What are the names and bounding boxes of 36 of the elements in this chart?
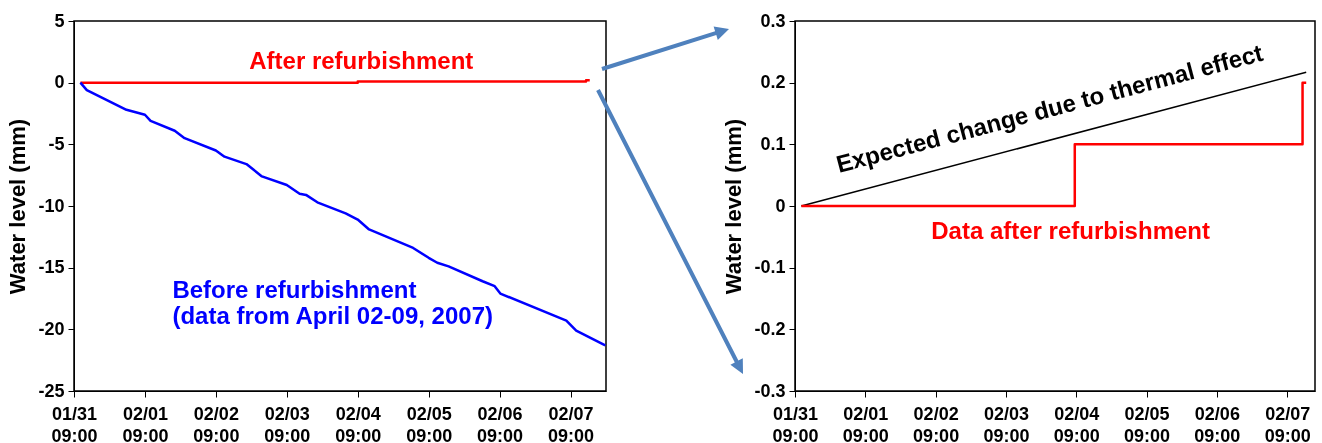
x-tick-label: 01/31 09:00 <box>51 403 98 443</box>
x-tick-label: 02/06 09:00 <box>1194 403 1241 443</box>
y-tick-label: 0 <box>775 195 786 216</box>
x-tick-label: 02/06 09:00 <box>477 403 524 443</box>
x-tick-label: 02/07 09:00 <box>548 403 595 443</box>
y-tick-label: -0.3 <box>754 380 786 401</box>
x-tick-label: 02/03 09:00 <box>264 403 311 443</box>
x-tick-label: 02/02 09:00 <box>193 403 240 443</box>
y-tick-label: 0.1 <box>760 133 786 154</box>
y-tick-label: -15 <box>38 257 65 278</box>
x-tick-label: 02/01 09:00 <box>122 403 169 443</box>
x-tick-label: 02/05 09:00 <box>1124 403 1171 443</box>
series-label: Data after refurbishment <box>931 216 1210 244</box>
y-tick-label: -10 <box>38 195 65 216</box>
series-label: Before refurbishment <box>172 276 417 304</box>
x-tick-label: 02/05 09:00 <box>406 403 453 443</box>
x-tick-label: 02/01 09:00 <box>842 403 889 443</box>
series-label: After refurbishment <box>249 46 474 74</box>
y-tick-label: -25 <box>38 380 65 401</box>
x-tick-label: 02/07 09:00 <box>1264 403 1311 443</box>
x-tick-label: 02/03 09:00 <box>983 403 1030 443</box>
y-tick-label: -5 <box>48 133 65 154</box>
y-tick-label: 0.2 <box>760 72 786 93</box>
y-tick-label: -0.1 <box>754 257 786 278</box>
y-tick-label: 0 <box>54 72 65 93</box>
x-tick-label: 02/04 09:00 <box>1053 403 1100 443</box>
x-tick-label: 02/04 09:00 <box>335 403 382 443</box>
y-tick-label: 5 <box>54 10 65 31</box>
x-tick-label: 02/02 09:00 <box>913 403 960 443</box>
annotation: (data from April 02-09, 2007) <box>172 302 493 329</box>
y-tick-label: -20 <box>38 318 65 339</box>
x-tick-label: 01/31 09:00 <box>772 403 819 443</box>
y-tick-label: -0.2 <box>754 318 786 339</box>
y-tick-label: 0.3 <box>760 10 786 31</box>
y-axis-title: Water level (mm) <box>721 118 747 295</box>
y-axis-title: Water level (mm) <box>5 118 31 295</box>
